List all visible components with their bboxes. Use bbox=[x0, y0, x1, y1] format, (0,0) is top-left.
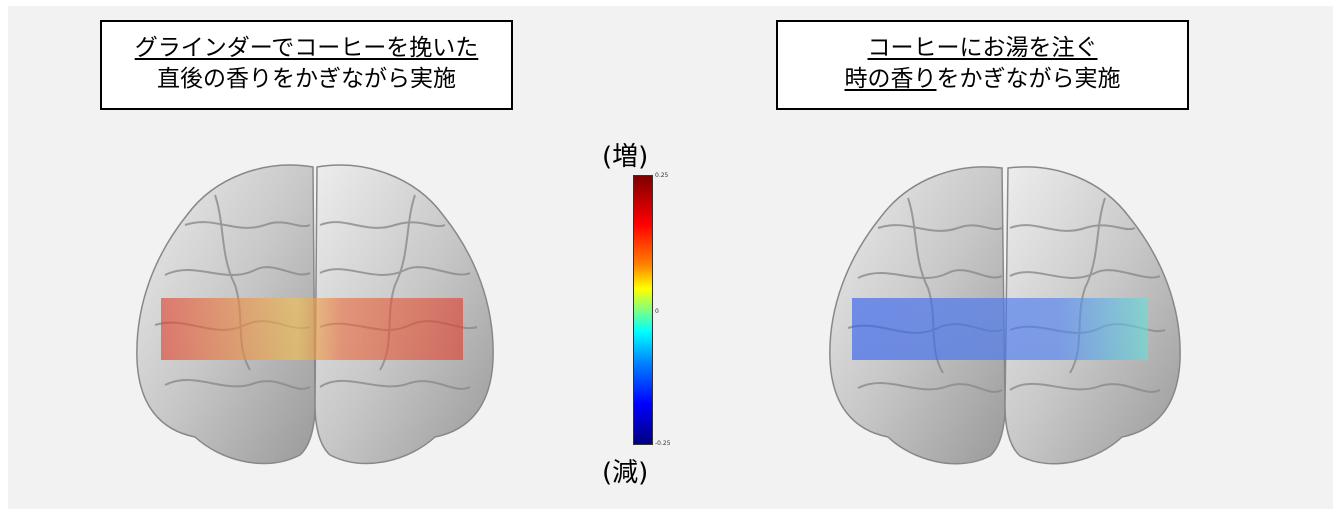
brain-image-left bbox=[136, 164, 494, 465]
colorbar-mid-tick: 0 bbox=[655, 308, 659, 315]
right-label-line2: 時の香りをかぎながら実施 bbox=[778, 64, 1187, 95]
brain-image-right bbox=[829, 166, 1181, 465]
right-label-line2-underlined: 時の香り bbox=[844, 66, 937, 92]
decrease-region-overlay bbox=[852, 298, 1148, 360]
left-condition-label: グラインダーでコーヒーを挽いた 直後の香りをかぎながら実施 bbox=[100, 20, 513, 110]
color-scale-bar bbox=[633, 175, 653, 445]
left-label-line2: 直後の香りをかぎながら実施 bbox=[157, 66, 456, 92]
right-label-line1: コーヒーにお湯を注ぐ bbox=[867, 35, 1098, 61]
decrease-label: (減) bbox=[602, 458, 649, 488]
right-label-line2-rest: をかぎながら実施 bbox=[936, 66, 1121, 92]
colorbar-max-tick: 0.25 bbox=[655, 172, 669, 179]
left-label-line1: グラインダーでコーヒーを挽いた bbox=[134, 35, 479, 61]
right-condition-label: コーヒーにお湯を注ぐ 時の香りをかぎながら実施 bbox=[776, 20, 1189, 110]
colorbar-min-tick: -0.25 bbox=[655, 440, 671, 447]
increase-region-overlay bbox=[161, 298, 463, 360]
increase-label: (増) bbox=[602, 142, 649, 172]
